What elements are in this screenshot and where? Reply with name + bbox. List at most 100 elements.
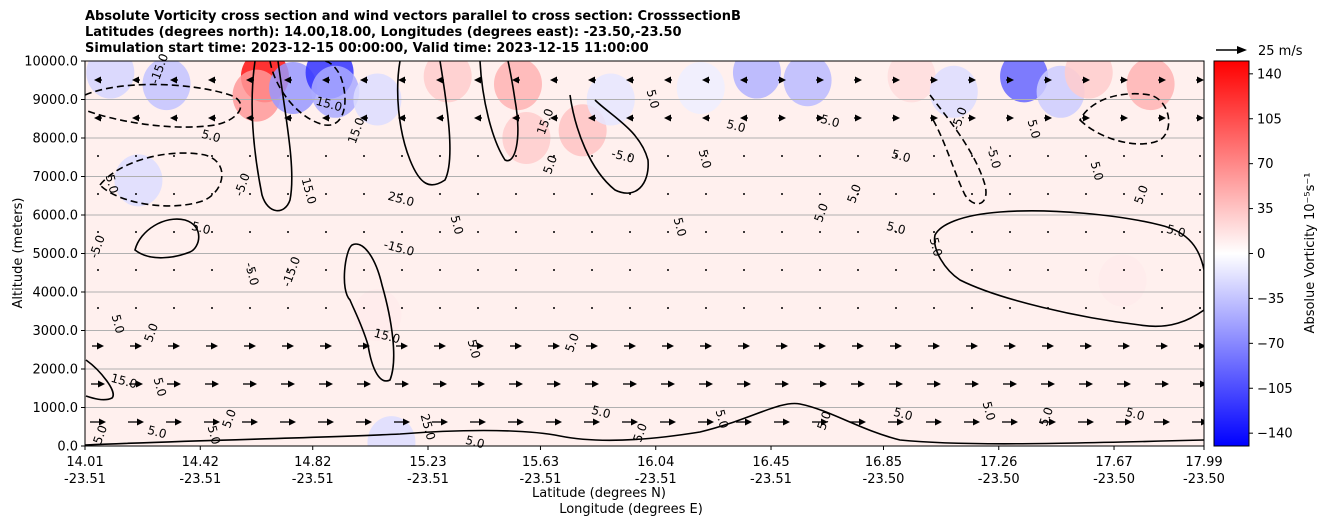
wind-vector [1078, 418, 1094, 426]
wind-vector [249, 269, 251, 271]
wind-vector-head [208, 76, 215, 84]
wind-vector [280, 418, 296, 426]
x-tick-label-lat: 14.01 [66, 455, 103, 470]
wind-vector-head [208, 114, 215, 122]
wind-vector [1003, 380, 1017, 388]
wind-vector [547, 380, 561, 388]
wind-vector-dot [667, 155, 669, 157]
quiver-key: 25 m/s [1216, 44, 1303, 59]
colorbar-tick-label: −35 [1257, 292, 1284, 307]
wind-vector [1009, 269, 1011, 271]
wind-vector-head [366, 457, 373, 464]
wind-vector-dot [1009, 269, 1011, 271]
wind-vector-dot [705, 269, 707, 271]
wind-vector [394, 418, 410, 426]
wind-vector-dot [287, 193, 289, 195]
wind-vector [851, 380, 865, 388]
wind-vector [775, 380, 789, 388]
wind-vector [1161, 307, 1163, 309]
wind-vector-dot [1047, 155, 1049, 157]
wind-vector [1085, 269, 1087, 271]
contour-label: 5.0 [1124, 405, 1146, 423]
wind-vector [966, 342, 978, 350]
wind-vector [433, 380, 447, 388]
x-tick-label-lon: -23.50 [863, 472, 905, 487]
wind-vector [743, 307, 745, 309]
contour-label: 5.0 [146, 423, 168, 441]
wind-vector-head [822, 457, 829, 464]
wind-vector-head [668, 380, 675, 388]
wind-vector-dot [743, 231, 745, 233]
x-tick-label-lon: -23.51 [750, 472, 792, 487]
wind-vector [439, 231, 441, 233]
wind-vector [857, 269, 859, 271]
wind-vector [811, 457, 829, 464]
wind-vector [1040, 418, 1056, 426]
wind-vector-head [1087, 418, 1094, 426]
wind-vector-head [1050, 457, 1057, 464]
wind-vector-dot [287, 231, 289, 233]
contour-line [929, 94, 987, 205]
wind-vector-dot [743, 269, 745, 271]
wind-vector-dot [325, 231, 327, 233]
wind-vector-head [360, 114, 367, 122]
wind-vector [933, 231, 935, 233]
wind-vector [705, 231, 707, 233]
wind-vector-dot [819, 307, 821, 309]
contour-label: 5.0 [1036, 405, 1056, 428]
contour-label: 15.0 [314, 94, 343, 114]
wind-vector-head [782, 380, 789, 388]
wind-vector-head [972, 380, 979, 388]
contour-label: 25.0 [386, 189, 415, 209]
wind-vector [968, 76, 976, 84]
wind-vector [736, 418, 752, 426]
wind-vector [1047, 155, 1049, 157]
x-tick-label-lon: -23.51 [292, 472, 334, 487]
wind-vector [398, 114, 406, 122]
negative-contour-lines [85, 61, 1170, 207]
wind-vector-dot [781, 269, 783, 271]
y-axis: 0.0 1000.0 2000.0 3000.0 4000.0 5000.0 6000.0 7… [24, 55, 85, 455]
colorbar-tick-label: 0 [1257, 247, 1265, 262]
wind-vector-head [1125, 418, 1132, 426]
wind-vector [781, 269, 783, 271]
wind-vector-head [817, 114, 824, 122]
wind-vector [583, 457, 601, 464]
wind-vector [135, 193, 137, 195]
wind-vector [287, 155, 289, 157]
wind-vector [135, 155, 137, 157]
wind-vector [398, 76, 406, 84]
wind-vector-dot [249, 307, 251, 309]
wind-vector [287, 231, 289, 233]
wind-vector [857, 307, 859, 309]
wind-vector-head [1200, 380, 1204, 388]
wind-vector [509, 380, 523, 388]
x-tick-label-lat: 16.85 [865, 455, 902, 470]
wind-vector-head [515, 342, 522, 350]
wind-vector-head [707, 418, 714, 426]
wind-vector-head [669, 418, 676, 426]
wind-vector-dot [1085, 269, 1087, 271]
wind-vector [553, 193, 555, 195]
wind-vector [971, 231, 973, 233]
wind-vector-head [1201, 418, 1204, 426]
wind-vector-dot [401, 231, 403, 233]
wind-vector-dot [591, 307, 593, 309]
wind-vector-dot [135, 193, 137, 195]
contour-line [85, 402, 1204, 446]
wind-vector [97, 155, 99, 157]
wind-vector-dot [135, 155, 137, 157]
wind-vector [357, 380, 371, 388]
wind-vector [1156, 342, 1168, 350]
wind-vector-dot [971, 193, 973, 195]
wind-vector-dot [1047, 269, 1049, 271]
wind-vector-head [630, 380, 637, 388]
vorticity-cell [1126, 61, 1175, 111]
wind-vector [1047, 307, 1049, 309]
wind-vector [165, 457, 183, 464]
wind-vector [895, 269, 897, 271]
wind-vector-head [138, 457, 145, 464]
contour-label: 5.0 [109, 313, 127, 335]
wind-vector-head [365, 418, 372, 426]
colorbar-tick-label: 140 [1257, 67, 1282, 82]
